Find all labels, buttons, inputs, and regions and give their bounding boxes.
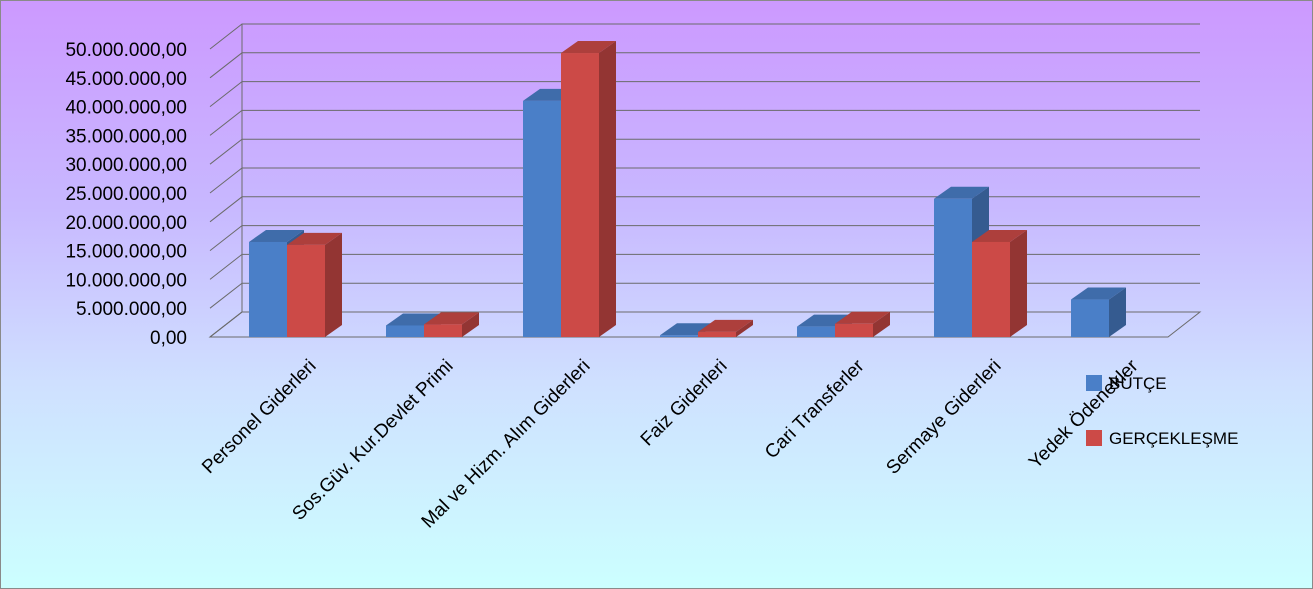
y-tick-label: 50.000.000,00 — [65, 40, 187, 61]
gridline — [209, 253, 1200, 280]
chart-walls — [208, 24, 1202, 338]
y-tick-label: 25.000.000,00 — [65, 184, 187, 205]
y-tick-label: 0,00 — [150, 328, 187, 349]
bar-top — [835, 311, 890, 324]
bar — [287, 232, 342, 337]
bar — [424, 312, 479, 337]
bar-front — [287, 244, 325, 337]
gridline — [209, 109, 1200, 136]
x-tick-label: Personel Giderleri — [198, 356, 320, 478]
gridline — [209, 81, 1200, 107]
bar-front — [797, 326, 835, 337]
bar-top — [1071, 287, 1126, 300]
y-tick-label: 10.000.000,00 — [65, 270, 187, 291]
gridline — [209, 167, 1200, 194]
bar-side — [1010, 229, 1027, 337]
bar — [835, 311, 890, 337]
x-tick-label: Sermaye Giderleri — [882, 356, 1005, 479]
legend-label: GERÇEKLEŞME — [1109, 429, 1238, 448]
x-tick-label: Yedek Ödenekler — [1025, 355, 1143, 473]
bar-front — [972, 241, 1010, 337]
y-tick-label: 30.000.000,00 — [65, 155, 187, 176]
bar-front — [1071, 299, 1109, 337]
bars — [249, 41, 1126, 337]
bar-front — [249, 241, 287, 337]
bar-front — [660, 335, 698, 337]
bar-top — [972, 229, 1027, 242]
bar-top — [698, 319, 753, 332]
bar — [972, 229, 1027, 337]
bar-side — [1109, 287, 1126, 337]
gridline — [209, 23, 1200, 50]
bar-front — [523, 100, 561, 337]
bar-front — [386, 325, 424, 337]
bar-side — [325, 232, 342, 337]
y-axis: 0,00 5.000.000,00 10.000.000,00 15.000.000,… — [65, 40, 187, 349]
bar-front — [561, 53, 599, 337]
gridline — [209, 225, 1200, 251]
bar-front — [934, 198, 972, 337]
bar-side — [599, 41, 616, 337]
legend-label: BÜTÇE — [1109, 374, 1167, 393]
legend-swatch — [1086, 430, 1102, 446]
gridlines — [209, 23, 1200, 338]
bar-top — [424, 312, 479, 325]
x-tick-label: Faiz Giderleri — [637, 356, 732, 451]
bar-top — [561, 41, 616, 54]
bar-side — [462, 312, 479, 337]
bar — [1071, 287, 1126, 337]
y-tick-label: 40.000.000,00 — [65, 98, 187, 119]
bar — [698, 319, 753, 337]
bar-side — [873, 311, 890, 337]
bar-front — [835, 323, 873, 337]
bar-top — [249, 229, 304, 242]
y-tick-label: 20.000.000,00 — [65, 213, 187, 234]
bar — [561, 41, 616, 337]
gridline — [209, 52, 1200, 79]
legend: BÜTÇE GERÇEKLEŞME — [1086, 374, 1238, 448]
bar-top — [287, 232, 342, 245]
x-tick-label: Cari Transferler — [761, 355, 869, 463]
y-tick-label: 35.000.000,00 — [65, 126, 187, 147]
legend-swatch — [1086, 375, 1102, 391]
gridline — [209, 282, 1200, 309]
bar-front — [698, 331, 736, 337]
gridline — [209, 196, 1200, 223]
x-tick-label: Sos.Güv. Kur.Devlet Primi — [288, 356, 457, 525]
y-tick-label: 5.000.000,00 — [76, 299, 187, 320]
bar-top — [934, 186, 989, 199]
y-tick-label: 45.000.000,00 — [65, 69, 187, 90]
bar-side — [736, 319, 753, 337]
y-tick-label: 15.000.000,00 — [65, 242, 187, 263]
gridline — [209, 138, 1200, 165]
bar-front — [424, 324, 462, 337]
